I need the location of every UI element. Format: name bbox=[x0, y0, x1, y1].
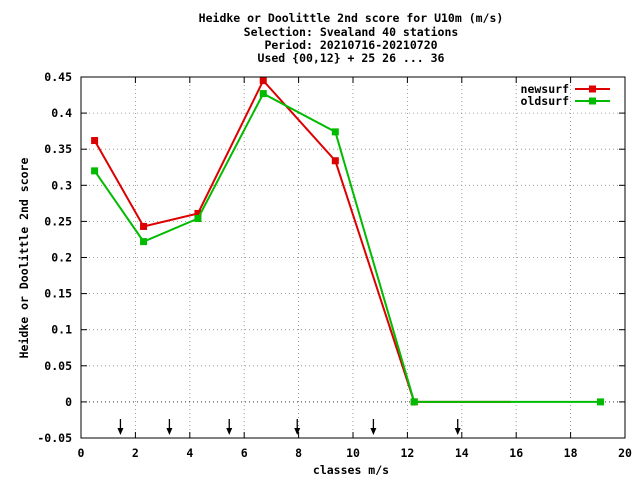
series-line-newsurf bbox=[93, 78, 511, 403]
y-tick-label: 0.25 bbox=[44, 214, 72, 228]
series-layer bbox=[91, 77, 605, 406]
y-tick-label: -0.05 bbox=[37, 431, 72, 445]
legend-marker bbox=[589, 97, 596, 105]
class-boundary-arrows bbox=[117, 419, 461, 435]
title-line-2: Selection: Svealand 40 stations bbox=[244, 25, 459, 39]
data-point-oldsurf bbox=[331, 128, 339, 136]
data-point-newsurf bbox=[194, 209, 202, 217]
series-oldsurf bbox=[91, 90, 605, 406]
data-point-newsurf bbox=[91, 137, 99, 145]
x-tick-labels: 0 2 4 6 8 10 12 14 16 18 20 bbox=[78, 446, 632, 460]
y-tick-label: 0.3 bbox=[51, 178, 72, 192]
y-axis-label: Heidke or Doolittle 2nd score bbox=[17, 158, 31, 359]
x-tick-label: 20 bbox=[618, 446, 632, 460]
tick-marks bbox=[80, 76, 626, 439]
data-point-oldsurf bbox=[91, 167, 99, 175]
legend-marker bbox=[589, 85, 596, 93]
x-tick-label: 16 bbox=[509, 446, 523, 460]
x-tick-label: 10 bbox=[346, 446, 360, 460]
class-boundary-arrow bbox=[166, 419, 173, 435]
y-tick-labels: -0.05 0 0.05 0.1 0.15 0.2 0.25 0.3 0.35 0.4 0.45 bbox=[37, 70, 72, 445]
series-newsurf bbox=[91, 77, 511, 406]
title-line-4: Used {00,12} + 25 26 ... 36 bbox=[258, 51, 445, 65]
data-point-newsurf bbox=[331, 157, 339, 165]
data-point-oldsurf bbox=[259, 90, 267, 98]
y-tick-label: 0.35 bbox=[44, 142, 72, 156]
y-tick-label: 0 bbox=[65, 395, 72, 409]
y-tick-label: 0.2 bbox=[51, 251, 72, 265]
title-line-1: Heidke or Doolittle 2nd score for U10m (… bbox=[199, 11, 504, 25]
x-tick-label: 12 bbox=[400, 446, 414, 460]
class-boundary-arrow bbox=[370, 419, 377, 435]
legend-item-newsurf: newsurf bbox=[521, 82, 610, 96]
data-point-oldsurf bbox=[597, 398, 605, 406]
y-tick-label: 0.4 bbox=[51, 106, 72, 120]
x-tick-label: 2 bbox=[132, 446, 139, 460]
grid bbox=[81, 77, 625, 438]
x-tick-label: 4 bbox=[186, 446, 193, 460]
y-tick-label: 0.15 bbox=[44, 287, 72, 301]
class-boundary-arrow bbox=[294, 419, 301, 435]
arrow-head bbox=[117, 428, 124, 435]
x-tick-label: 6 bbox=[241, 446, 248, 460]
class-boundary-arrow bbox=[454, 419, 461, 435]
arrow-head bbox=[454, 428, 461, 435]
chart-title: Heidke or Doolittle 2nd score for U10m (… bbox=[199, 11, 504, 65]
data-point-oldsurf bbox=[140, 238, 148, 246]
legend-label: oldsurf bbox=[521, 94, 570, 108]
y-tick-label: 0.1 bbox=[51, 323, 72, 337]
series-line-oldsurf bbox=[93, 92, 601, 403]
x-tick-label: 14 bbox=[455, 446, 469, 460]
legend-label: newsurf bbox=[521, 82, 570, 96]
class-boundary-arrow bbox=[117, 419, 124, 435]
data-point-oldsurf bbox=[194, 215, 202, 223]
x-tick-label: 0 bbox=[78, 446, 85, 460]
y-tick-label: 0.45 bbox=[44, 70, 72, 84]
legend-item-oldsurf: oldsurf bbox=[521, 94, 610, 108]
x-tick-label: 18 bbox=[564, 446, 578, 460]
x-axis-label: classes m/s bbox=[313, 463, 389, 477]
data-point-newsurf bbox=[140, 222, 148, 230]
arrow-head bbox=[370, 428, 377, 435]
data-point-oldsurf bbox=[410, 398, 418, 406]
y-tick-label: 0.05 bbox=[44, 359, 72, 373]
class-boundary-arrow bbox=[226, 419, 233, 435]
arrow-head bbox=[166, 428, 173, 435]
data-point-newsurf bbox=[259, 77, 267, 85]
arrow-head bbox=[226, 428, 233, 435]
x-tick-label: 8 bbox=[295, 446, 302, 460]
title-line-3: Period: 20210716-20210720 bbox=[264, 38, 437, 52]
arrow-head bbox=[294, 428, 301, 435]
